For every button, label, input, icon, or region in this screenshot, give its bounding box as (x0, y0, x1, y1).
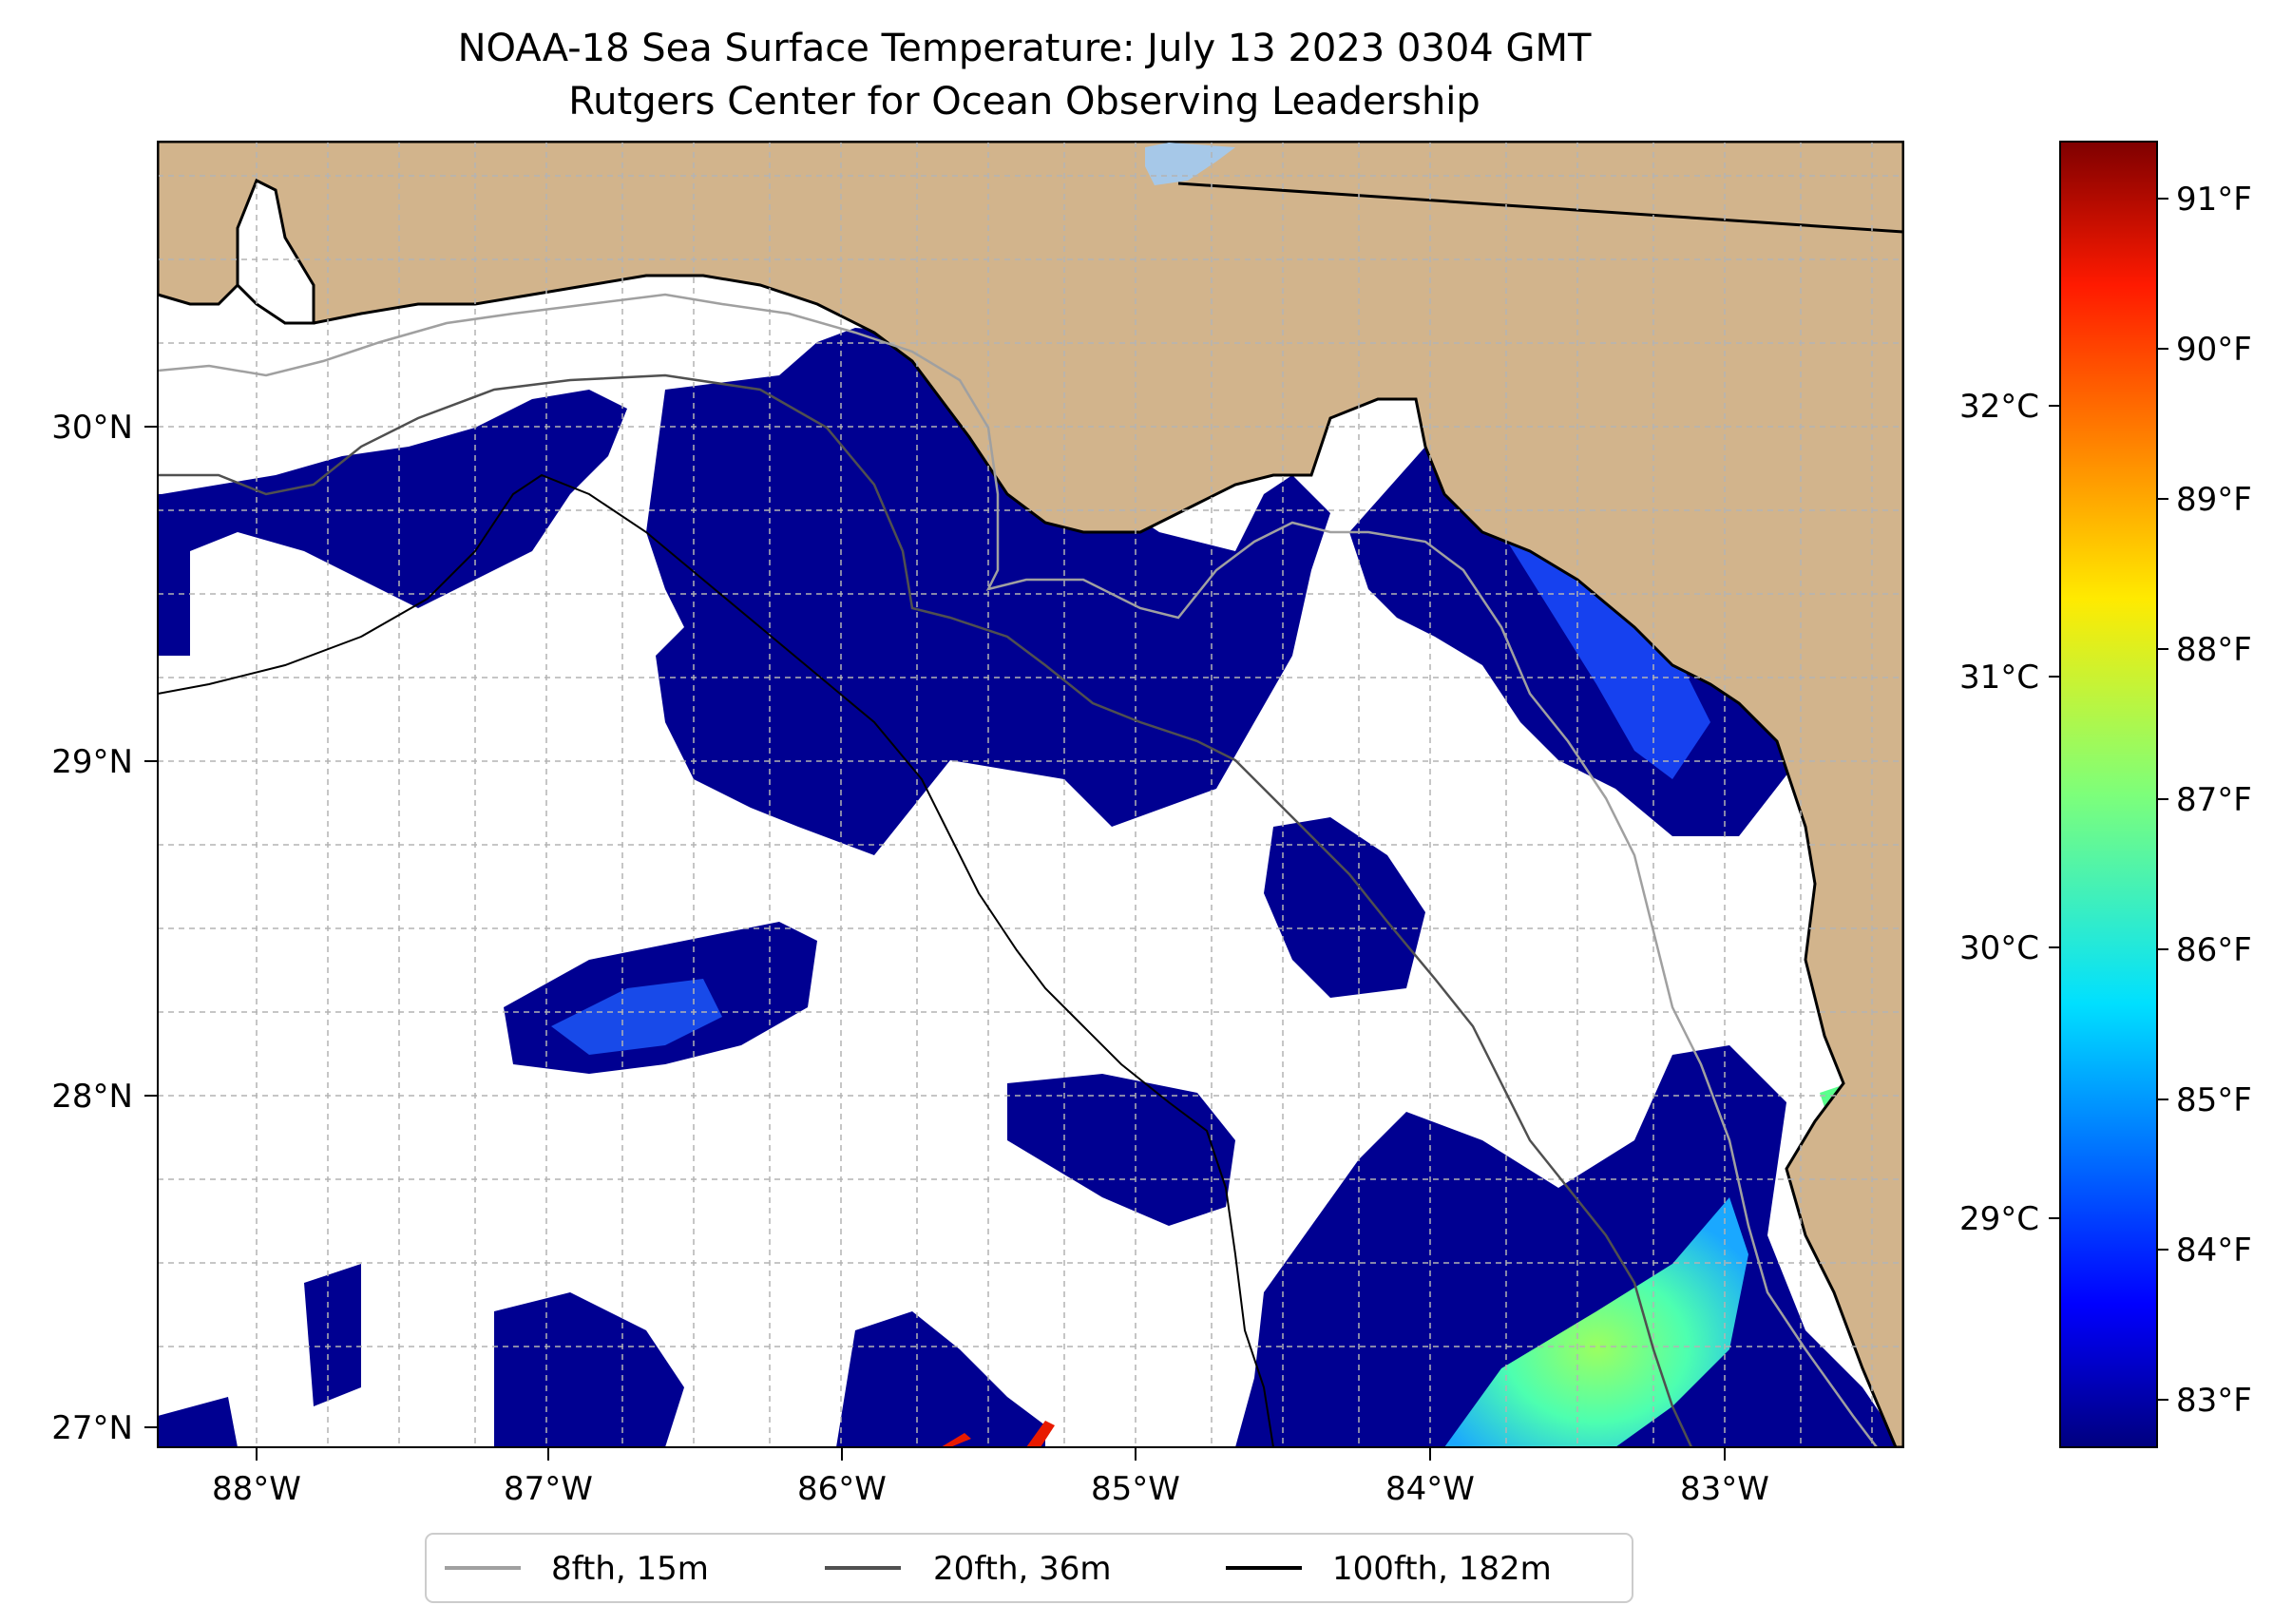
lon-tick-label-86: 86°W (797, 1470, 887, 1508)
sst-hot-streak (1026, 1421, 1055, 1447)
lon-tick-label-87: 87°W (504, 1470, 593, 1508)
colorbar-c-label-31: 31°C (1959, 659, 2039, 697)
sst-hot-streak-2 (941, 1433, 971, 1447)
map-panel (158, 142, 1903, 1447)
map-frame (157, 141, 1904, 1448)
sst-patch-center (1264, 817, 1425, 998)
sst-warm-south (1444, 1197, 1748, 1447)
sst-patch-south-central (1007, 1074, 1235, 1226)
colorbar-f-label-84: 84°F (2176, 1232, 2252, 1270)
contour-100fth-182m (158, 473, 1274, 1447)
colorbar-f-label-86: 86°F (2176, 931, 2252, 969)
sst-patch-nw-band (162, 390, 627, 608)
legend-label-100fth: 100fth, 182m (1332, 1550, 1552, 1588)
colorbar-c-label-32: 32°C (1959, 388, 2039, 426)
colorbar-f-label-91: 91°F (2176, 181, 2252, 219)
colorbar-f-label-89: 89°F (2176, 481, 2252, 519)
lat-tick-label-27: 27°N (51, 1409, 133, 1447)
colorbar-c-ticks: 32°C 31°C 30°C 29°C (1959, 388, 2060, 1238)
lon-tick-label-88: 88°W (212, 1470, 301, 1508)
sst-warm-mid-west (551, 979, 722, 1055)
lake-seminole (1145, 143, 1235, 185)
colorbar: 91°F 90°F 89°F 88°F 87°F 86°F 85°F 84°F … (1959, 141, 2252, 1448)
lon-axis: 88°W 87°W 86°W 85°W 84°W 83°W (212, 1447, 1769, 1508)
lon-tick-label-83: 83°W (1680, 1470, 1769, 1508)
sst-patch-sw-corner (158, 1397, 238, 1447)
contour-8fth-15m (158, 293, 1878, 1447)
title-line-2: Rutgers Center for Ocean Observing Leade… (568, 80, 1480, 124)
sst-patch-south-west-2 (494, 1292, 684, 1447)
lat-axis: 30°N 29°N 28°N 27°N (51, 409, 158, 1447)
colorbar-f-label-87: 87°F (2176, 781, 2252, 819)
contour-20fth-36m (158, 373, 1693, 1447)
sst-patch-south-mid (836, 1311, 1045, 1447)
lat-tick-label-30: 30°N (51, 409, 133, 447)
lon-tick-label-84: 84°W (1385, 1470, 1475, 1508)
colorbar-f-label-83: 83°F (2176, 1382, 2252, 1420)
lat-tick-label-29: 29°N (51, 743, 133, 781)
title-line-1: NOAA-18 Sea Surface Temperature: July 13… (458, 27, 1592, 70)
lon-tick-label-85: 85°W (1091, 1470, 1180, 1508)
land-mass (158, 142, 1903, 1447)
colorbar-f-label-85: 85°F (2176, 1081, 2252, 1119)
state-boundary (1177, 182, 1903, 234)
colorbar-f-ticks: 91°F 90°F 89°F 88°F 87°F 86°F 85°F 84°F … (2157, 181, 2252, 1420)
colorbar-c-label-30: 30°C (1959, 929, 2039, 967)
colorbar-f-label-88: 88°F (2176, 631, 2252, 669)
colorbar-f-label-90: 90°F (2176, 331, 2252, 369)
colorbar-c-label-29: 29°C (1959, 1200, 2039, 1238)
sst-patch-south-west (304, 1264, 361, 1406)
sst-patch-nw-edge (158, 494, 190, 656)
lat-tick-label-28: 28°N (51, 1078, 133, 1116)
legend-label-8fth: 8fth, 15m (551, 1550, 709, 1588)
legend: 8fth, 15m 20fth, 36m 100fth, 182m (425, 1533, 1633, 1603)
legend-box (425, 1533, 1633, 1603)
legend-label-20fth: 20fth, 36m (933, 1550, 1112, 1588)
colorbar-gradient (2059, 141, 2158, 1448)
grid-lines (158, 142, 1903, 1447)
